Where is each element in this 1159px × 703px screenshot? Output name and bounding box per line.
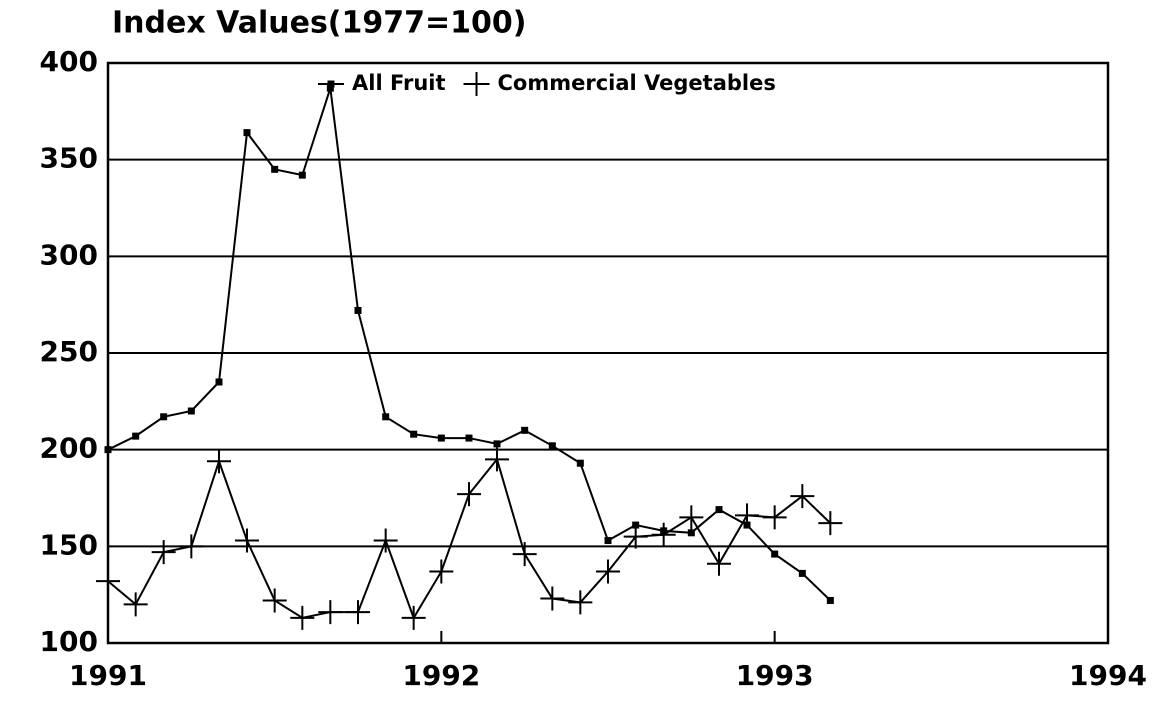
point <box>132 432 140 440</box>
y-tick-label: 150 <box>40 528 98 561</box>
point <box>104 446 112 454</box>
point <box>596 559 620 584</box>
point <box>346 600 370 625</box>
point <box>262 588 287 613</box>
point <box>604 537 612 545</box>
point <box>493 440 501 448</box>
y-tick-label: 350 <box>40 142 98 175</box>
point <box>215 378 223 386</box>
point <box>521 426 529 434</box>
point <box>354 306 362 314</box>
point <box>735 503 759 528</box>
point <box>401 605 426 630</box>
point <box>437 434 445 442</box>
x-tick-label: 1991 <box>69 659 147 692</box>
point <box>651 522 676 547</box>
point <box>373 528 398 553</box>
point <box>298 171 306 179</box>
point <box>790 484 815 509</box>
y-tick-label: 400 <box>40 45 98 78</box>
point <box>707 551 731 576</box>
point <box>207 449 231 474</box>
series-line <box>107 87 832 602</box>
point <box>235 528 259 553</box>
point <box>326 84 334 92</box>
x-tick-label: 1993 <box>736 659 814 692</box>
point <box>512 542 537 567</box>
plot-frame <box>106 61 1110 645</box>
point <box>485 447 509 472</box>
point <box>457 482 481 507</box>
legend-marker <box>327 80 335 88</box>
point <box>826 596 834 604</box>
point <box>548 442 556 450</box>
point <box>318 600 343 625</box>
point <box>679 505 704 530</box>
legend-label: Commercial Vegetables <box>498 71 776 95</box>
y-tick-label: 300 <box>40 238 98 271</box>
point <box>271 165 279 173</box>
point <box>771 550 779 558</box>
point <box>540 586 565 611</box>
point <box>429 559 454 584</box>
y-tick-label: 100 <box>40 625 98 658</box>
point <box>687 529 695 537</box>
legend-label: All Fruit <box>352 71 446 95</box>
point <box>623 524 648 549</box>
point <box>243 129 251 137</box>
point <box>568 590 593 615</box>
point <box>160 413 168 421</box>
point <box>576 459 584 467</box>
point <box>187 407 195 415</box>
point <box>123 592 148 617</box>
y-tick-label: 200 <box>40 432 98 465</box>
x-tick-label: 1994 <box>1069 659 1147 692</box>
x-tick-label: 1992 <box>402 659 480 692</box>
y-tick-label: 250 <box>40 335 98 368</box>
chart-title: Index Values(1977=100) <box>112 6 526 41</box>
point <box>96 569 120 594</box>
point <box>818 511 843 536</box>
point <box>410 430 418 438</box>
point <box>382 413 390 421</box>
point <box>465 434 473 442</box>
point <box>715 506 723 514</box>
point <box>798 569 806 577</box>
point <box>179 534 204 559</box>
point <box>290 605 315 630</box>
legend-marker <box>464 72 489 96</box>
point <box>762 505 787 530</box>
point <box>151 540 176 565</box>
